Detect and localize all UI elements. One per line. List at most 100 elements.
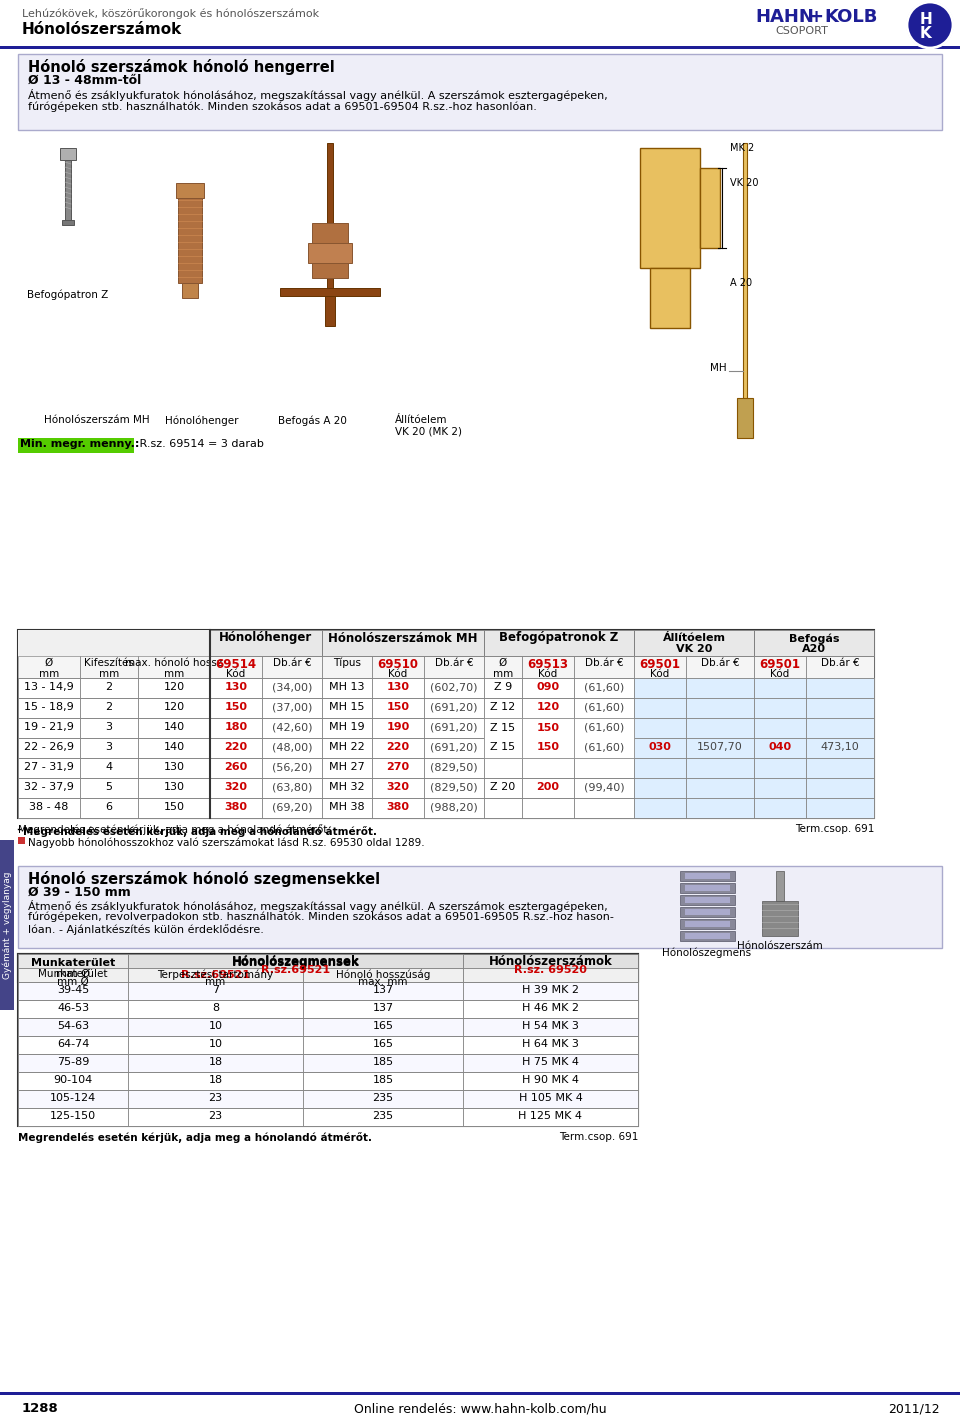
Text: Lehúzókövek, köszörűkorongok és hónolószerszámok: Lehúzókövek, köszörűkorongok és hónolósz… <box>22 9 319 18</box>
Text: 90-104: 90-104 <box>54 1074 92 1084</box>
Text: 69514: 69514 <box>215 657 256 672</box>
Text: 130: 130 <box>387 682 410 692</box>
Bar <box>312 223 348 277</box>
Bar <box>685 872 730 879</box>
Bar <box>650 268 690 327</box>
Text: 473,10: 473,10 <box>821 741 859 751</box>
Text: max. hónoló hossz: max. hónoló hossz <box>126 657 223 667</box>
Bar <box>65 159 71 221</box>
Text: Db.ár €: Db.ár € <box>821 657 859 667</box>
Bar <box>18 630 874 656</box>
Bar <box>806 677 874 699</box>
Bar <box>634 798 874 818</box>
Text: Min. megr. menny.:: Min. megr. menny.: <box>20 440 139 450</box>
Text: 150: 150 <box>163 803 184 813</box>
Text: Nagyobb hónolóhosszokhoz való szerszámokat lásd R.sz. 69530 oldal 1289.: Nagyobb hónolóhosszokhoz való szerszámok… <box>28 837 424 848</box>
Bar <box>686 719 754 739</box>
Bar <box>0 1392 960 1395</box>
Bar <box>372 758 424 778</box>
Text: Term.csop. 691: Term.csop. 691 <box>795 824 874 834</box>
Bar <box>522 719 574 739</box>
Bar <box>138 656 210 677</box>
Text: 235: 235 <box>372 1093 394 1103</box>
Bar <box>18 798 80 818</box>
Text: Állítóelem: Állítóelem <box>395 416 447 425</box>
Text: 105-124: 105-124 <box>50 1093 96 1103</box>
Text: +: + <box>808 9 823 26</box>
Bar <box>685 921 730 926</box>
Bar <box>574 699 634 719</box>
Text: Kód: Kód <box>227 669 246 679</box>
Text: VK 20: VK 20 <box>730 178 758 188</box>
Bar <box>210 739 262 758</box>
Text: 120: 120 <box>163 702 184 712</box>
Bar <box>128 968 303 982</box>
Bar <box>574 739 634 758</box>
Bar <box>806 719 874 739</box>
Bar <box>262 798 322 818</box>
Bar <box>372 677 424 699</box>
Text: 64-74: 64-74 <box>57 1039 89 1049</box>
Text: mm Ø: mm Ø <box>58 978 89 988</box>
Bar <box>138 739 210 758</box>
Bar <box>18 1017 128 1036</box>
Bar <box>303 1072 463 1090</box>
Circle shape <box>907 1 953 48</box>
Text: 27 - 31,9: 27 - 31,9 <box>24 761 74 773</box>
Bar <box>18 1000 128 1017</box>
Text: 1507,70: 1507,70 <box>697 741 743 751</box>
Bar <box>484 630 634 656</box>
Bar <box>18 758 80 778</box>
Bar <box>806 699 874 719</box>
Text: Hónolóhenger: Hónolóhenger <box>165 416 238 425</box>
Text: MH: MH <box>710 363 727 373</box>
Text: Z 12: Z 12 <box>491 702 516 712</box>
Text: 10: 10 <box>208 1039 223 1049</box>
Text: MK 2: MK 2 <box>730 142 755 154</box>
Bar <box>182 283 198 297</box>
Text: (691,20): (691,20) <box>430 741 478 751</box>
Text: 32 - 37,9: 32 - 37,9 <box>24 783 74 793</box>
Text: Ø 39 - 150 mm: Ø 39 - 150 mm <box>28 887 131 899</box>
Text: 38 - 48: 38 - 48 <box>30 803 69 813</box>
Text: 69510: 69510 <box>377 657 419 672</box>
Text: 8: 8 <box>212 1003 219 1013</box>
Bar <box>754 758 806 778</box>
Text: Kód: Kód <box>770 669 790 679</box>
Text: Hónoló szerszámok hónoló hengerrel: Hónoló szerszámok hónoló hengerrel <box>28 58 335 75</box>
Bar <box>18 778 80 798</box>
Bar <box>18 1090 128 1109</box>
Text: (61,60): (61,60) <box>584 682 624 692</box>
Text: 220: 220 <box>387 741 410 751</box>
Text: Hónolószerszám MH: Hónolószerszám MH <box>44 416 150 425</box>
Bar <box>18 968 128 982</box>
Bar <box>806 798 874 818</box>
Text: (829,50): (829,50) <box>430 783 478 793</box>
Text: (37,00): (37,00) <box>272 702 312 712</box>
Bar <box>685 933 730 939</box>
Bar <box>280 287 380 296</box>
Bar <box>18 1000 638 1017</box>
Text: 13 - 14,9: 13 - 14,9 <box>24 682 74 692</box>
Bar <box>463 1017 638 1036</box>
Bar <box>522 758 574 778</box>
Text: 125-150: 125-150 <box>50 1111 96 1121</box>
Text: (63,80): (63,80) <box>272 783 312 793</box>
Text: 165: 165 <box>372 1020 394 1032</box>
Bar <box>18 656 874 677</box>
Text: mm: mm <box>38 669 60 679</box>
Text: Megrendelés esetén kérjük, adja meg a hónolandó átmérőt.: Megrendelés esetén kérjük, adja meg a hó… <box>23 825 377 837</box>
Text: 200: 200 <box>537 783 560 793</box>
Text: Hónolóhenger: Hónolóhenger <box>220 632 313 645</box>
Text: 150: 150 <box>537 723 560 733</box>
Bar <box>80 656 138 677</box>
Bar <box>210 758 262 778</box>
Text: 040: 040 <box>768 741 792 751</box>
Text: 3: 3 <box>106 741 112 751</box>
Text: Munkaterület: Munkaterület <box>31 958 115 968</box>
Bar <box>128 1109 303 1126</box>
Bar <box>327 142 333 313</box>
Bar <box>128 953 463 968</box>
Bar <box>634 677 874 699</box>
Bar <box>128 1054 303 1072</box>
